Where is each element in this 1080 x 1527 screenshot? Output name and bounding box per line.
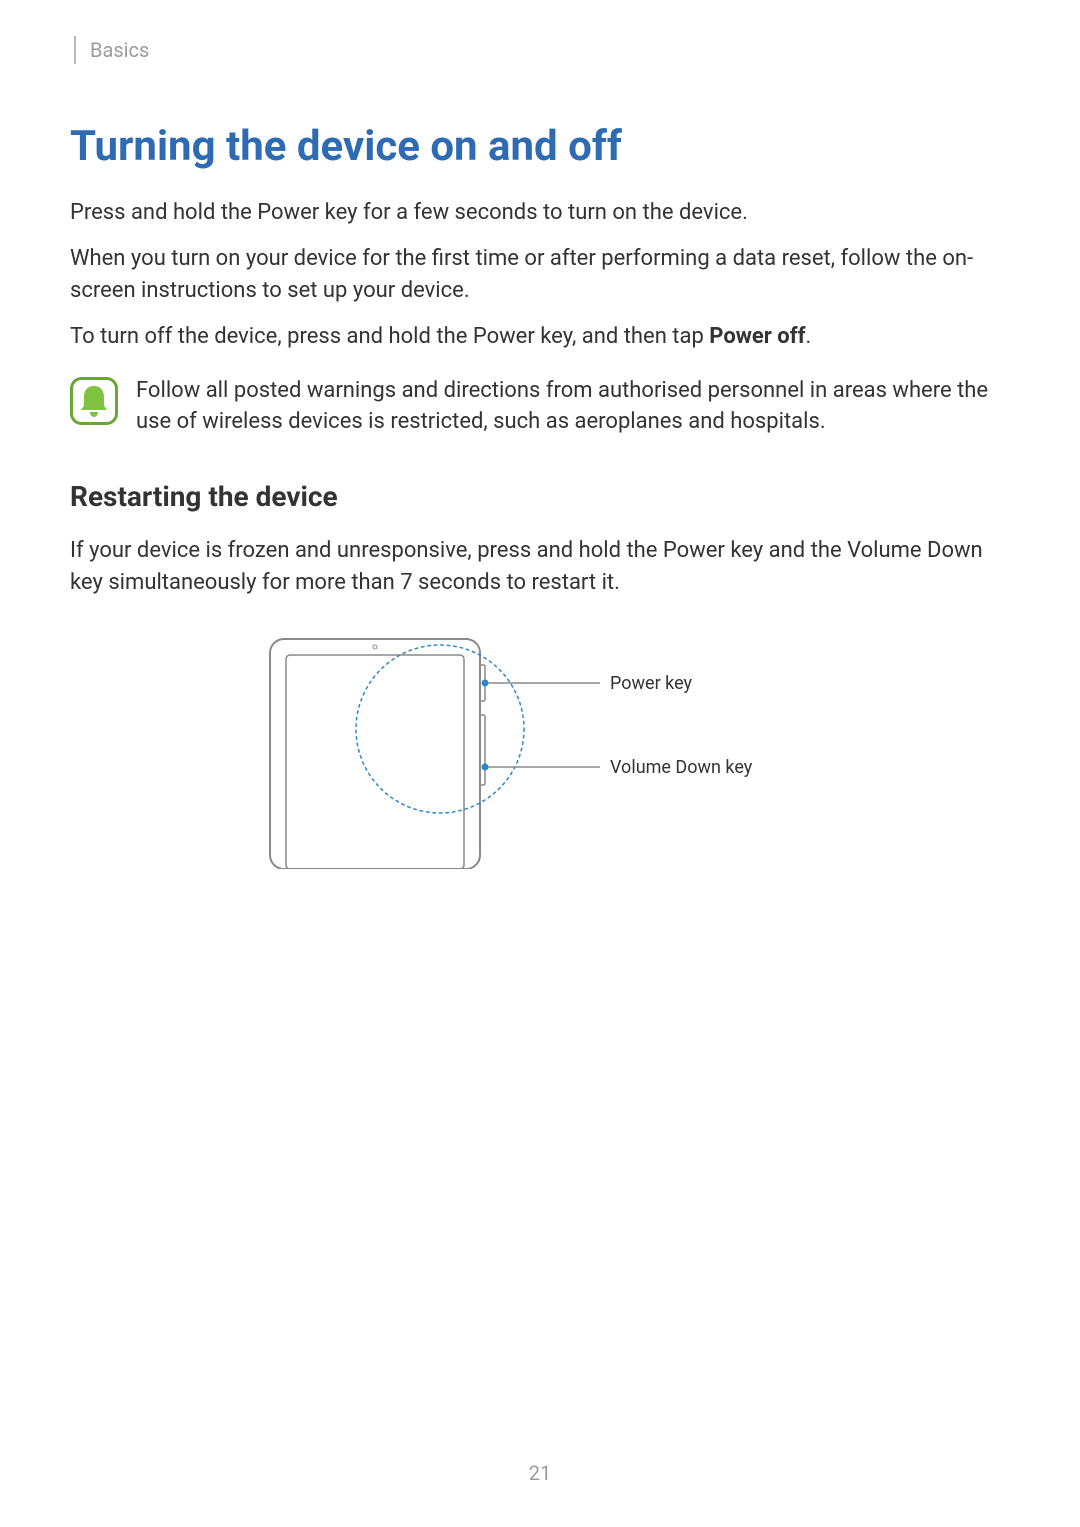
subheading-restarting: Restarting the device xyxy=(70,480,1010,513)
paragraph-4: If your device is frozen and unresponsiv… xyxy=(70,535,1010,599)
diagram-label-power: Power key xyxy=(610,673,693,694)
paragraph-3-prefix: To turn off the device, press and hold t… xyxy=(70,324,709,349)
paragraph-3: To turn off the device, press and hold t… xyxy=(70,321,1010,353)
note-callout: Follow all posted warnings and direction… xyxy=(70,375,1010,439)
bell-icon xyxy=(70,377,118,425)
paragraph-1: Press and hold the Power key for a few s… xyxy=(70,197,1010,229)
paragraph-3-suffix: . xyxy=(805,324,811,349)
section-label: Basics xyxy=(74,36,1010,64)
paragraph-3-bold: Power off xyxy=(709,324,805,349)
device-diagram: Power key Volume Down key xyxy=(70,619,1010,869)
page-number: 21 xyxy=(0,1461,1080,1485)
diagram-label-volume-down: Volume Down key xyxy=(610,757,753,778)
page: Basics Turning the device on and off Pre… xyxy=(0,0,1080,1527)
page-title: Turning the device on and off xyxy=(70,122,1010,171)
paragraph-2: When you turn on your device for the fir… xyxy=(70,243,1010,307)
note-text: Follow all posted warnings and direction… xyxy=(136,375,1010,439)
